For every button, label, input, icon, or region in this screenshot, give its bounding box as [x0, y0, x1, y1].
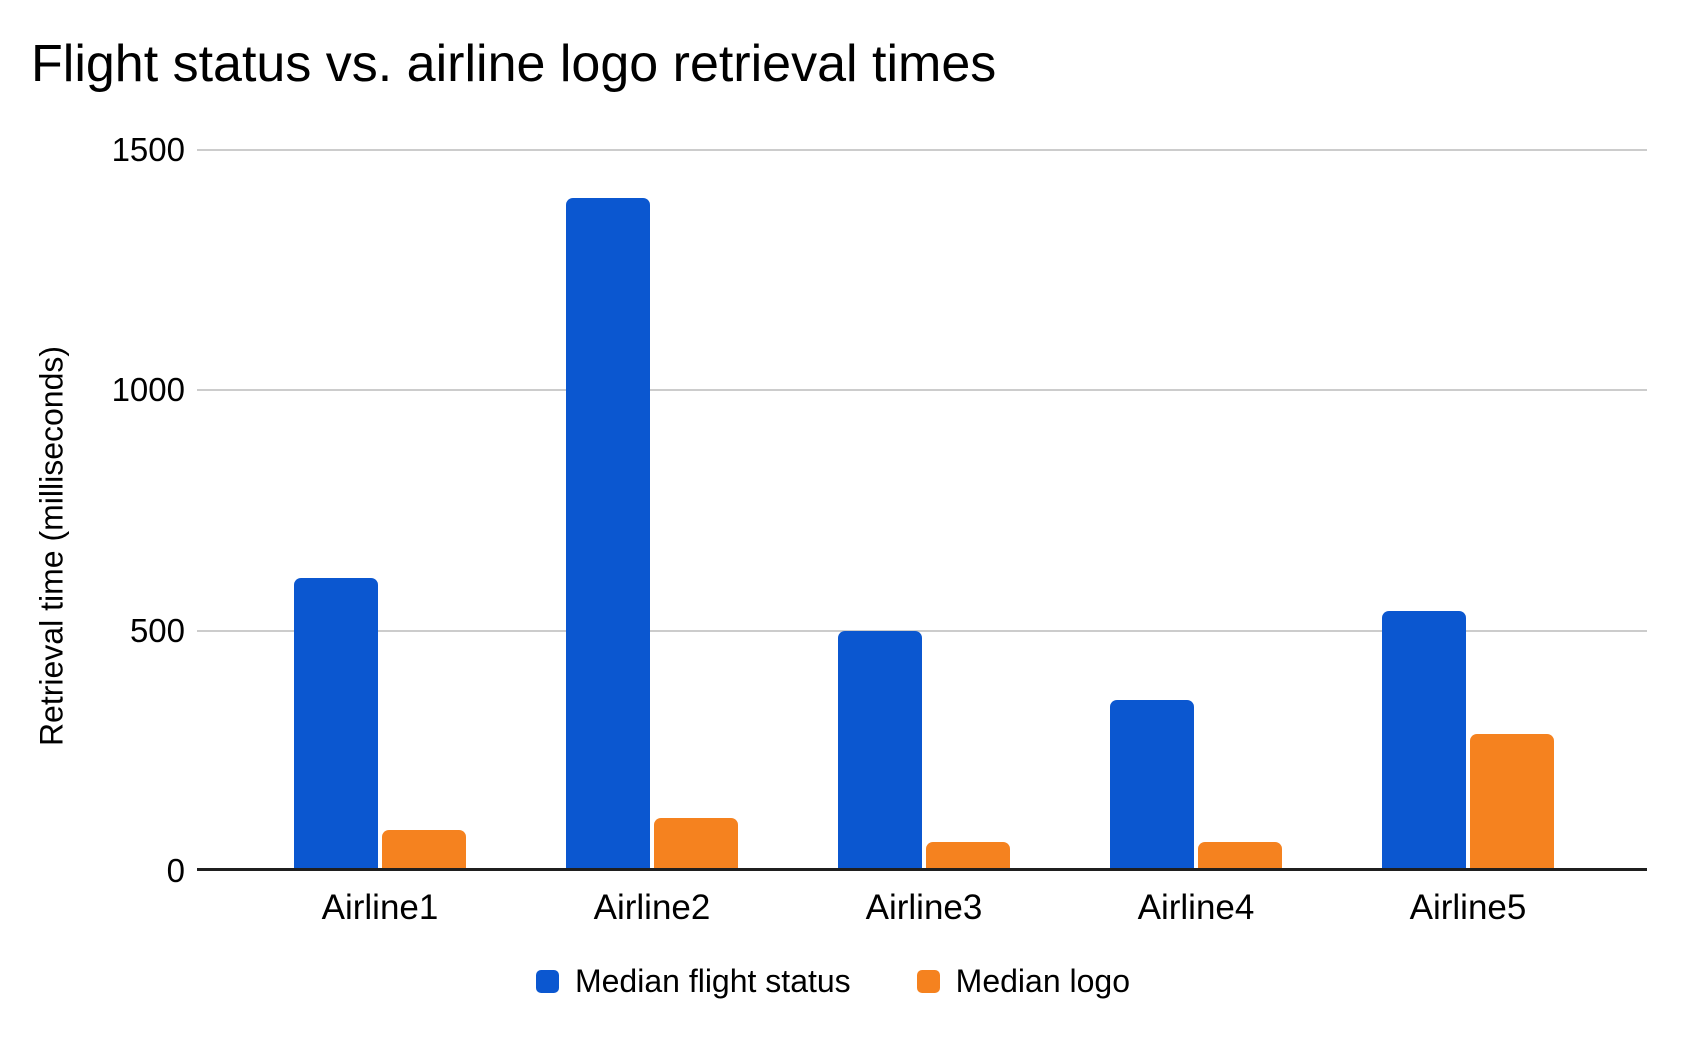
x-axis-line [197, 868, 1647, 871]
gridline-1000 [197, 389, 1647, 392]
bar-airline1-median-logo [382, 830, 466, 871]
y-tick-label-0: 0 [166, 852, 185, 889]
bar-airline1-median-flight-status [294, 577, 378, 871]
y-tick-label-500: 500 [129, 611, 185, 649]
gridline-1500 [197, 149, 1647, 151]
chart-title: Flight status vs. airline logo retrieval… [31, 35, 997, 93]
y-tick-label-1500: 1500 [111, 131, 185, 168]
legend-label-median-logo: Median logo [955, 963, 1131, 999]
x-label-airline4: Airline4 [1137, 888, 1255, 927]
bar-airline2-median-flight-status [566, 198, 650, 871]
bar-airline4-median-flight-status [1110, 700, 1194, 871]
bar-airline4-median-logo [1198, 842, 1282, 871]
legend-swatch-median-logo [916, 970, 940, 993]
bar-airline2-median-logo [654, 818, 738, 871]
x-label-airline1: Airline1 [321, 888, 439, 927]
legend-item-median-logo: Median logo [916, 963, 1131, 1000]
x-label-airline5: Airline5 [1409, 888, 1527, 927]
x-label-airline2: Airline2 [593, 888, 711, 927]
x-label-airline3: Airline3 [865, 888, 983, 927]
legend-label-median-flight-status: Median flight status [574, 963, 851, 999]
plot-area [197, 149, 1647, 871]
legend-item-median-flight-status: Median flight status [535, 963, 851, 1000]
bar-airline3-median-flight-status [838, 630, 922, 871]
legend: Median flight status Median logo [0, 963, 1666, 1000]
bar-airline5-median-flight-status [1382, 611, 1466, 871]
legend-swatch-median-flight-status [535, 970, 559, 993]
bar-airline5-median-logo [1470, 734, 1554, 871]
y-tick-label-1000: 1000 [111, 371, 185, 409]
gridline-500 [197, 629, 1647, 632]
bar-airline3-median-logo [926, 842, 1010, 871]
